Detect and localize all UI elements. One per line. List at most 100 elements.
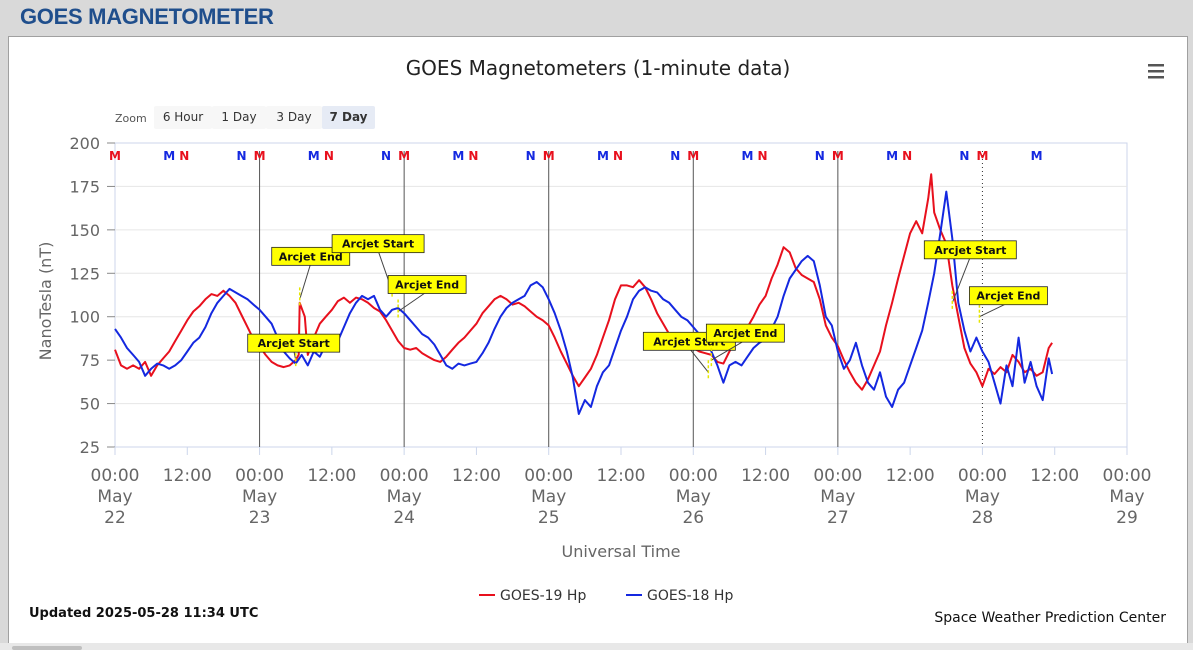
annotation-connector (397, 291, 428, 312)
zoom-button-label: 1 Day (221, 110, 256, 124)
orbit-marker-m: M (543, 149, 555, 163)
series-line-goes-18-hp (114, 190, 1054, 415)
arcjet-annotation: Arcjet End (271, 246, 351, 308)
orbit-marker-m: M (976, 149, 988, 163)
legend-label: GOES-19 Hp (500, 588, 586, 604)
arcjet-annotation: Arcjet Start (247, 333, 341, 369)
x-axis-label: Universal Time (561, 542, 680, 561)
legend-item-goes-19-hp[interactable]: GOES-19 Hp (479, 588, 586, 604)
zoom-button-bg (322, 106, 375, 129)
annotation-connector (299, 263, 312, 300)
zoom-button-bg (154, 106, 212, 129)
zoom-button-7-day[interactable]: 7 Day (322, 106, 375, 129)
zoom-button-label: 3 Day (276, 110, 311, 124)
y-tick-label: 175 (69, 177, 100, 196)
x-tick-label: 12:00 (307, 466, 356, 486)
x-tick-label: 23 (249, 508, 271, 528)
zoom-button-bg (266, 106, 322, 129)
x-tick-label: 22 (104, 508, 126, 528)
arcjet-annotation: Arcjet End (387, 275, 467, 320)
annotation-label: Arcjet End (279, 250, 343, 263)
x-tick-label: May (820, 487, 855, 507)
orbit-marker-m: M (254, 149, 266, 163)
orbit-marker-n: N (902, 149, 912, 163)
zoom-button-6-hour[interactable]: 6 Hour (154, 106, 212, 129)
y-tick-label: 75 (80, 351, 100, 370)
annotation-label: Arcjet Start (934, 244, 1006, 257)
orbit-marker-n: N (613, 149, 623, 163)
orbit-marker-m: M (163, 149, 175, 163)
annotation-label: Arcjet Start (342, 238, 414, 251)
annotation-label: Arcjet End (976, 290, 1040, 303)
x-tick-label: 12:00 (452, 466, 501, 486)
orbit-marker-n: N (381, 149, 391, 163)
x-tick-label: 24 (393, 508, 415, 528)
orbit-marker-m: M (398, 149, 410, 163)
x-tick-label: May (531, 487, 566, 507)
x-tick-label: 12:00 (597, 466, 646, 486)
orbit-marker-m: M (308, 149, 320, 163)
orbit-marker-n: N (670, 149, 680, 163)
annotation-box (387, 275, 467, 294)
orbit-marker-m: M (109, 149, 121, 163)
updated-timestamp: Updated 2025-05-28 11:34 UTC (29, 606, 258, 621)
x-tick-label: 12:00 (741, 466, 790, 486)
x-tick-label: 00:00 (380, 466, 429, 486)
y-tick-label: 25 (80, 438, 100, 457)
x-tick-label: May (965, 487, 1000, 507)
legend: GOES-19 Hp GOES-18 Hp (479, 588, 733, 604)
orbit-marker-m: M (1031, 149, 1043, 163)
orbit-marker-m: M (452, 149, 464, 163)
annotation-box (923, 240, 1017, 260)
annotation-label: Arcjet Start (258, 337, 330, 350)
annotation-connector (711, 339, 746, 361)
zoom-button-label: 6 Hour (163, 110, 203, 124)
page-title: GOES MAGNETOMETER (20, 4, 274, 29)
zoom-button-bg (212, 106, 266, 129)
x-tick-label: 28 (972, 508, 994, 528)
magnetometer-chart: GOES Magnetometers (1-minute data) Zoom … (29, 56, 1167, 626)
orbit-marker-m: M (886, 149, 898, 163)
y-tick-label: 50 (80, 395, 100, 414)
chart-panel: GOES Magnetometers (1-minute data) Zoom … (8, 36, 1188, 644)
x-tick-label: May (242, 487, 277, 507)
x-tick-label: 12:00 (886, 466, 935, 486)
orbit-marker-m: M (832, 149, 844, 163)
annotation-label: Arcjet End (395, 279, 459, 292)
zoom-button-1-day[interactable]: 1 Day (212, 106, 266, 129)
series-line-goes-19-hp (114, 173, 1053, 391)
orbit-marker-m: M (742, 149, 754, 163)
x-tick-label: 00:00 (91, 466, 140, 486)
zoom-button-label: 7 Day (329, 110, 367, 124)
y-axis-ticks: 25 50 75 100 125 150 175 200 (69, 134, 115, 457)
x-tick-label: 12:00 (1030, 466, 1079, 486)
chart-title: GOES Magnetometers (1-minute data) (406, 56, 791, 80)
orbit-marker-m: M (597, 149, 609, 163)
annotation-connector (951, 256, 971, 303)
y-axis-label: NanoTesla (nT) (36, 242, 55, 361)
x-tick-label: 00:00 (235, 466, 284, 486)
x-tick-label: 27 (827, 508, 849, 528)
orbit-marker-n: N (179, 149, 189, 163)
horizontal-scrollbar[interactable] (0, 643, 1193, 650)
annotation-label: Arcjet End (713, 327, 777, 340)
orbit-marker-n: N (236, 149, 246, 163)
x-tick-label: May (676, 487, 711, 507)
series-lines (114, 173, 1054, 415)
zoom-button-3-day[interactable]: 3 Day (266, 106, 322, 129)
arcjet-annotation: Arcjet End (705, 323, 785, 369)
hamburger-menu-icon[interactable] (1145, 61, 1167, 83)
zoom-button-group: 6 Hour 1 Day 3 Day 7 Day (154, 106, 375, 129)
orbit-marker-n: N (468, 149, 478, 163)
y-tick-label: 125 (69, 264, 100, 283)
orbit-marker-n: N (526, 149, 536, 163)
scrollbar-thumb[interactable] (12, 646, 82, 650)
legend-item-goes-18-hp[interactable]: GOES-18 Hp (626, 588, 733, 604)
x-tick-label: 00:00 (958, 466, 1007, 486)
legend-label: GOES-18 Hp (647, 588, 733, 604)
x-tick-label: 26 (682, 508, 704, 528)
x-tick-label: 00:00 (669, 466, 718, 486)
orbit-marker-n: N (758, 149, 768, 163)
